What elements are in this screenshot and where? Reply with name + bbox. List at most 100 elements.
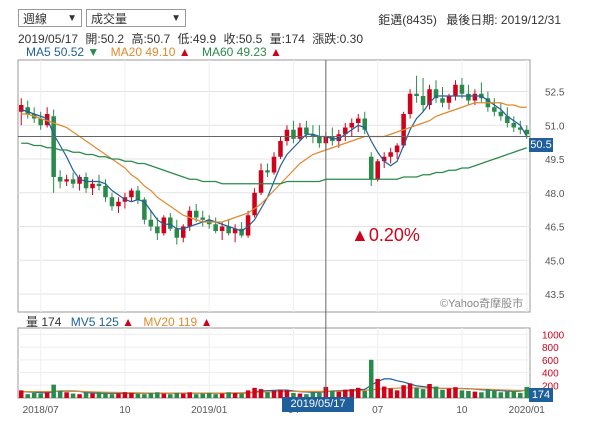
- volume-bar: [180, 393, 186, 398]
- candle-body: [25, 107, 30, 114]
- volume-bar: [291, 392, 296, 398]
- candle-body: [368, 156, 374, 180]
- volume-bar: [472, 391, 478, 398]
- volume-tick-label: 200: [542, 381, 559, 392]
- candle-body: [57, 177, 63, 182]
- ohlc-close: 收:50.5: [223, 32, 263, 46]
- mv5-direction-icon: ▲: [122, 315, 135, 329]
- candle-body: [129, 190, 134, 198]
- price-tick-label: 52.5: [545, 88, 565, 99]
- stock-header: 鉅邁(8435) 最後日期: 2019/12/31: [372, 11, 561, 28]
- candle-body: [297, 127, 303, 139]
- candle-body: [187, 210, 193, 227]
- candle-body: [407, 93, 413, 114]
- current-volume-tag: 174: [529, 388, 553, 402]
- volume-bar: [226, 392, 231, 398]
- time-tick-label: 2020/01: [509, 405, 546, 416]
- volume-bar: [459, 390, 465, 398]
- ma-legend: MA5 50.52 ▼ MA20 49.10 ▲ MA60 49.23 ▲: [26, 45, 290, 59]
- candle-body: [116, 201, 121, 207]
- candle-body: [252, 192, 257, 216]
- candle-body: [427, 89, 432, 105]
- volume-legend: 量 174 MV5 125 ▲ MV20 119 ▲: [26, 313, 218, 330]
- volume-bar: [193, 394, 199, 398]
- candle-body: [505, 116, 510, 123]
- ma5-legend: MA5 50.52 ▼: [26, 45, 103, 59]
- candle-body: [38, 118, 43, 126]
- volume-bar: [239, 393, 244, 398]
- indicator-select[interactable]: 成交量 ▼: [86, 9, 186, 27]
- volume-bar: [51, 384, 56, 398]
- volume-bar: [355, 387, 361, 398]
- volume-bar: [440, 389, 445, 398]
- candle-body: [362, 118, 368, 130]
- volume-bar: [142, 394, 147, 398]
- crosshair-date-tag: 2019/05/17: [282, 397, 354, 412]
- volume-bar: [213, 394, 218, 398]
- volume-bar: [407, 383, 413, 398]
- candle-body: [433, 89, 439, 99]
- volume-bar: [394, 390, 400, 398]
- ma60-value: 49.23: [236, 45, 267, 59]
- ohlc-readout: 2019/05/17 開:50.2 高:50.7 低:49.9 收:50.5 量…: [18, 30, 367, 47]
- volume-bar: [524, 386, 530, 398]
- candle-body: [343, 127, 348, 135]
- time-tick-label: 2018/07: [23, 405, 60, 416]
- volume-bar: [122, 392, 128, 398]
- candle-body: [245, 215, 251, 236]
- volume-bar: [336, 391, 342, 398]
- period-select-value: 週線: [23, 12, 48, 26]
- candle-body: [135, 190, 141, 200]
- volume-bar: [31, 392, 37, 398]
- candle-body: [472, 93, 478, 101]
- candle-body: [278, 141, 283, 157]
- candle-body: [148, 219, 154, 227]
- volume-bar: [77, 394, 82, 398]
- volume-bar: [498, 392, 504, 398]
- candle-body: [64, 179, 69, 182]
- candle-body: [524, 129, 530, 135]
- candle-body: [18, 105, 24, 112]
- candle-body: [446, 96, 452, 103]
- volume-bar: [479, 392, 484, 398]
- ma5-value: 50.52: [54, 45, 85, 59]
- volume-bar: [278, 389, 283, 398]
- candle-body: [77, 177, 82, 184]
- mv20-label: MV20: [143, 315, 175, 329]
- volume-bar: [161, 393, 167, 398]
- candle-body: [96, 183, 102, 186]
- candle-body: [232, 228, 238, 234]
- volume-bar: [414, 387, 419, 398]
- candle-body: [466, 93, 471, 101]
- volume-bar: [109, 394, 115, 398]
- mv20-legend: MV20 119 ▲: [143, 315, 212, 329]
- candle-body: [414, 93, 419, 96]
- candle-body: [109, 197, 115, 207]
- ohlc-open: 開:50.2: [85, 32, 125, 46]
- candle-body: [518, 127, 523, 130]
- candle-body: [492, 107, 497, 112]
- ma60-line: [21, 142, 527, 185]
- candle-body: [440, 98, 445, 103]
- candle-body: [83, 177, 89, 189]
- ohlc-change: 漲跌:0.30: [312, 32, 363, 46]
- volume-bar: [485, 389, 491, 398]
- candle-body: [142, 199, 147, 220]
- change-percent: ▲0.20%: [351, 225, 420, 245]
- volume-bar: [401, 385, 406, 398]
- volume-tick-label: 600: [542, 356, 559, 367]
- mv20-direction-icon: ▲: [200, 315, 213, 329]
- candle-body: [381, 156, 387, 162]
- candle-body: [239, 228, 244, 236]
- vol-legend: 量 174: [26, 315, 65, 329]
- ma60-legend: MA60 49.23 ▲: [202, 45, 282, 59]
- volume-bar: [245, 390, 251, 398]
- ma20-value: 49.10: [145, 45, 176, 59]
- candle-body: [219, 226, 225, 231]
- volume-tick-label: 800: [542, 343, 559, 354]
- candle-body: [258, 170, 264, 193]
- ma5-direction-icon: ▼: [87, 45, 100, 59]
- period-select[interactable]: 週線 ▼: [18, 9, 82, 27]
